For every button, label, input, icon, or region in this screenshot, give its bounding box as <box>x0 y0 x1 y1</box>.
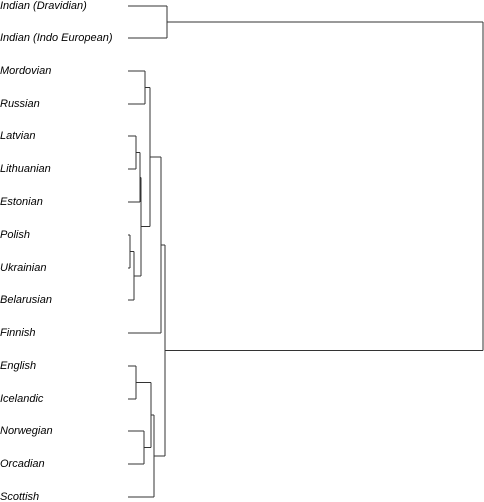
leaf-label: Indian (Indo European) <box>0 32 113 44</box>
dendrogram-branches <box>128 5 484 498</box>
leaf-label: Ukrainian <box>0 262 46 274</box>
leaf-label: Mordovian <box>0 65 51 77</box>
leaf-label: Finnish <box>0 327 35 339</box>
leaf-label: Lithuanian <box>0 163 51 175</box>
leaf-label: English <box>0 360 36 372</box>
leaf-label: Latvian <box>0 130 35 142</box>
leaf-label: Russian <box>0 98 40 110</box>
leaf-label: Belarusian <box>0 294 52 306</box>
leaf-label: Icelandic <box>0 393 44 405</box>
leaf-label: Norwegian <box>0 425 53 437</box>
leaf-label: Polish <box>0 229 30 241</box>
leaf-label: Scottish <box>0 491 39 502</box>
leaf-labels: Indian (Dravidian) Indian (Indo European)… <box>0 0 113 502</box>
leaf-label: Indian (Dravidian) <box>0 0 87 12</box>
leaf-label: Orcadian <box>0 458 45 470</box>
leaf-label: Estonian <box>0 196 43 208</box>
